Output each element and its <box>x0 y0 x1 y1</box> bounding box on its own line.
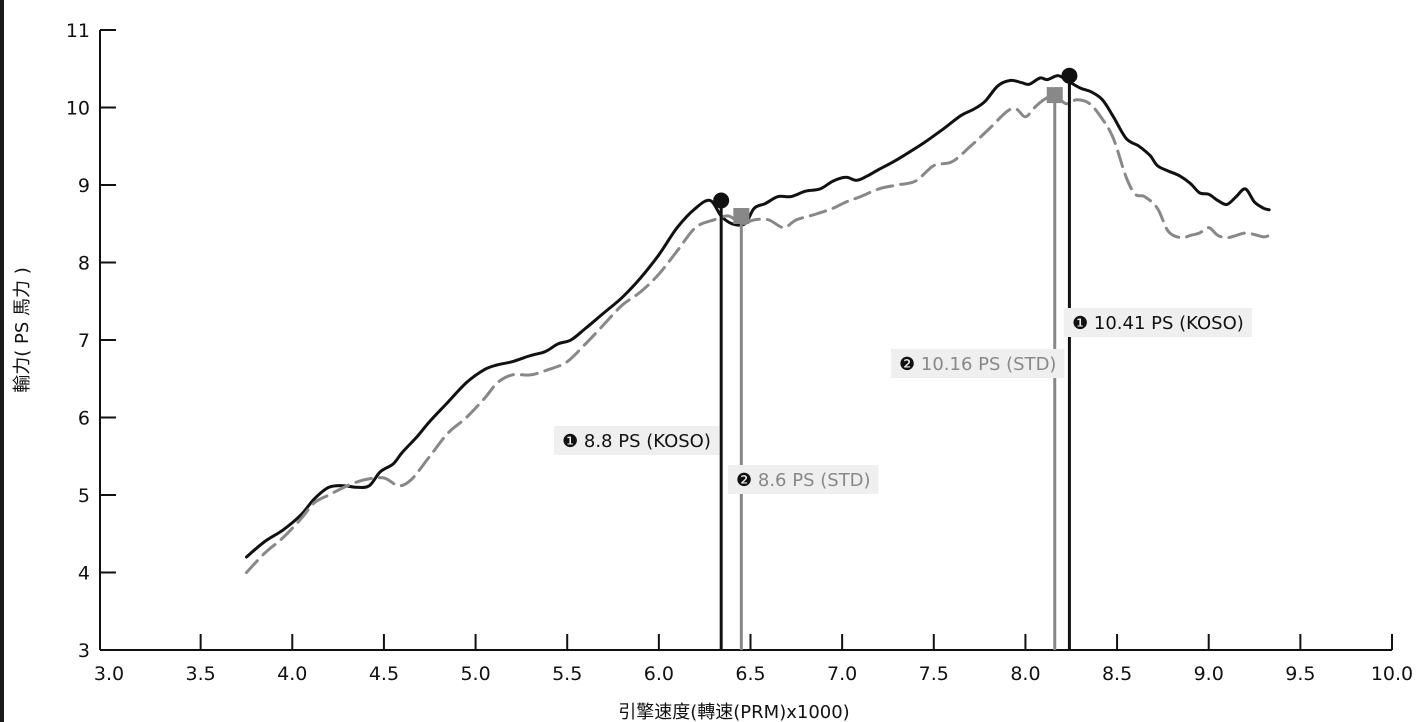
annotation-label: ❶ 8.8 PS (KOSO) <box>554 426 719 455</box>
peak-marker-koso <box>713 192 730 209</box>
x-tick-label: 8.0 <box>1010 663 1040 685</box>
annotation-label: ❷ 10.16 PS (STD) <box>891 349 1065 378</box>
y-tick-label: 9 <box>78 175 90 197</box>
y-ticks: 3 4 5 6 7 8 9 10 11 <box>66 20 116 662</box>
x-tick-label: 5.5 <box>552 663 582 685</box>
x-tick-label: 6.5 <box>735 663 765 685</box>
annotation-label: ❶ 10.41 PS (KOSO) <box>1064 308 1252 337</box>
y-tick-label: 3 <box>78 640 90 662</box>
annotation-layer: ❶ 8.8 PS (KOSO)❷ 8.6 PS (STD)❷ 10.16 PS … <box>554 67 1252 650</box>
annotation-label-text: ❷ 8.6 PS (STD) <box>736 470 871 491</box>
annotation-label-text: ❷ 10.16 PS (STD) <box>899 354 1056 375</box>
y-tick-label: 5 <box>78 485 90 507</box>
annotation-label-bg <box>1064 308 1252 337</box>
annotation-label-bg <box>891 349 1065 378</box>
x-tick-label: 4.5 <box>369 663 399 685</box>
x-tick-label: 5.0 <box>460 663 490 685</box>
annotation-label-text: ❶ 10.41 PS (KOSO) <box>1072 313 1244 334</box>
y-tick-label: 8 <box>78 253 90 275</box>
x-tick-label: 8.5 <box>1102 663 1132 685</box>
peak-marker-std <box>733 208 750 224</box>
y-tick-label: 6 <box>78 408 90 430</box>
y-tick-label: 10 <box>66 98 90 120</box>
x-tick-label: 10.0 <box>1371 663 1413 685</box>
y-tick-label: 4 <box>78 563 90 585</box>
annotation-value: 8.6 PS (STD) <box>758 470 871 491</box>
left-edge-bar <box>0 0 4 722</box>
annotation-badge: ❷ <box>736 470 752 491</box>
series-layer <box>245 74 1271 574</box>
annotation-label: ❷ 8.6 PS (STD) <box>728 465 879 494</box>
peak-marker-std <box>1046 87 1063 104</box>
annotation-value: 10.41 PS (KOSO) <box>1094 313 1244 334</box>
annotation-label-text: ❶ 8.8 PS (KOSO) <box>562 431 711 452</box>
x-axis-title: 引擎速度(轉速(PRM)x1000) <box>618 702 849 722</box>
annotation-badge: ❶ <box>562 431 578 452</box>
annotation-value: 10.16 PS (STD) <box>921 354 1057 375</box>
x-tick-label: 9.0 <box>1194 663 1224 685</box>
axes <box>99 30 1392 651</box>
peak-marker-koso <box>1061 67 1078 84</box>
x-tick-label: 3.0 <box>94 663 124 685</box>
annotation-label-bg <box>554 426 719 455</box>
x-tick-label: 3.5 <box>186 663 216 685</box>
annotation-label-bg <box>728 465 879 494</box>
y-tick-label: 7 <box>78 330 90 352</box>
series-line-std <box>245 93 1271 574</box>
x-tick-label: 7.5 <box>919 663 949 685</box>
annotation-badge: ❶ <box>1072 313 1088 334</box>
y-axis-title: 輸力( PS 馬力 ) <box>12 267 33 393</box>
y-tick-label: 11 <box>66 20 90 42</box>
x-ticks: 3.0 3.5 4.0 4.5 5.0 5.5 6.0 6.5 7.0 7.5 8.0 8.5 9.0 9… <box>94 634 1413 685</box>
x-tick-label: 6.0 <box>644 663 674 685</box>
annotation-badge: ❷ <box>899 354 915 375</box>
series-line-koso <box>245 74 1271 559</box>
x-tick-label: 4.0 <box>277 663 307 685</box>
x-tick-label: 9.5 <box>1285 663 1315 685</box>
annotation-value: 8.8 PS (KOSO) <box>584 431 711 452</box>
x-tick-label: 7.0 <box>827 663 857 685</box>
